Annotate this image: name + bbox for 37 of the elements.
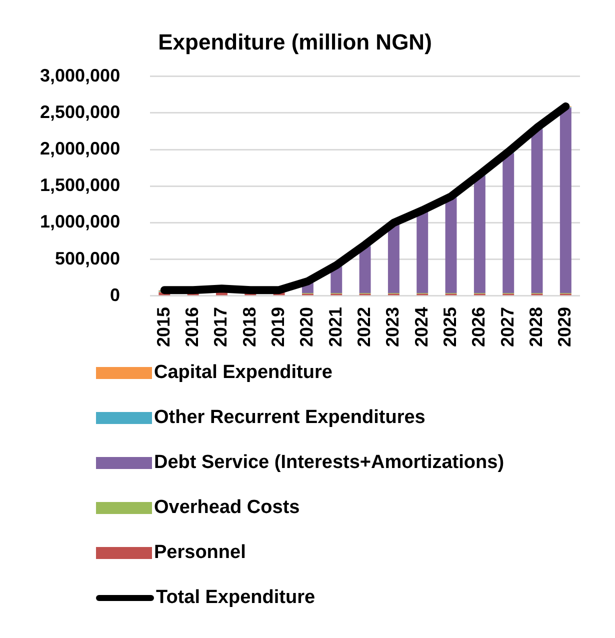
x-tick-label: 2015 <box>153 306 174 348</box>
x-tick-label: 2023 <box>382 306 403 348</box>
y-tick-label: 500,000 <box>55 248 120 268</box>
x-tick-label: 2019 <box>268 306 288 348</box>
y-tick-label: 1,000,000 <box>40 212 120 232</box>
x-tick-label: 2026 <box>468 306 489 348</box>
x-tick-label: 2025 <box>440 306 460 348</box>
bar <box>474 176 486 294</box>
y-tick-label: 2,500,000 <box>40 102 120 122</box>
x-tick-label: 2018 <box>239 306 260 348</box>
x-tick-label: 2022 <box>354 306 374 348</box>
x-tick-label: 2028 <box>526 306 546 348</box>
bar <box>445 198 457 294</box>
bar <box>416 212 428 294</box>
legend-label: Debt Service (Interests+Amortizations) <box>154 452 504 474</box>
x-tick-label: 2027 <box>497 306 518 348</box>
legend-label: Personnel <box>154 542 246 564</box>
bar <box>531 129 543 294</box>
y-tick-label: 0 <box>110 284 120 305</box>
x-tick-label: 2024 <box>411 306 432 348</box>
bar <box>502 153 514 294</box>
bar <box>388 224 400 294</box>
legend-label: Overhead Costs <box>154 496 300 518</box>
legend-label: Total Expenditure <box>156 586 316 608</box>
legend-label: Capital Expenditure <box>154 362 332 384</box>
bar <box>560 108 572 294</box>
x-tick-label: 2016 <box>182 306 202 348</box>
bar <box>359 246 371 294</box>
x-tick-label: 2029 <box>554 306 575 348</box>
y-tick-label: 2,000,000 <box>40 138 120 159</box>
x-tick-label: 2017 <box>210 306 231 348</box>
x-tick-label: 2021 <box>325 306 346 348</box>
y-tick-label: 1,500,000 <box>40 175 120 196</box>
chart-title: Expenditure (million NGN) <box>158 29 432 54</box>
x-tick-label: 2020 <box>296 306 317 348</box>
y-tick-label: 3,000,000 <box>40 65 120 86</box>
legend-label: Other Recurrent Expenditures <box>154 406 426 428</box>
